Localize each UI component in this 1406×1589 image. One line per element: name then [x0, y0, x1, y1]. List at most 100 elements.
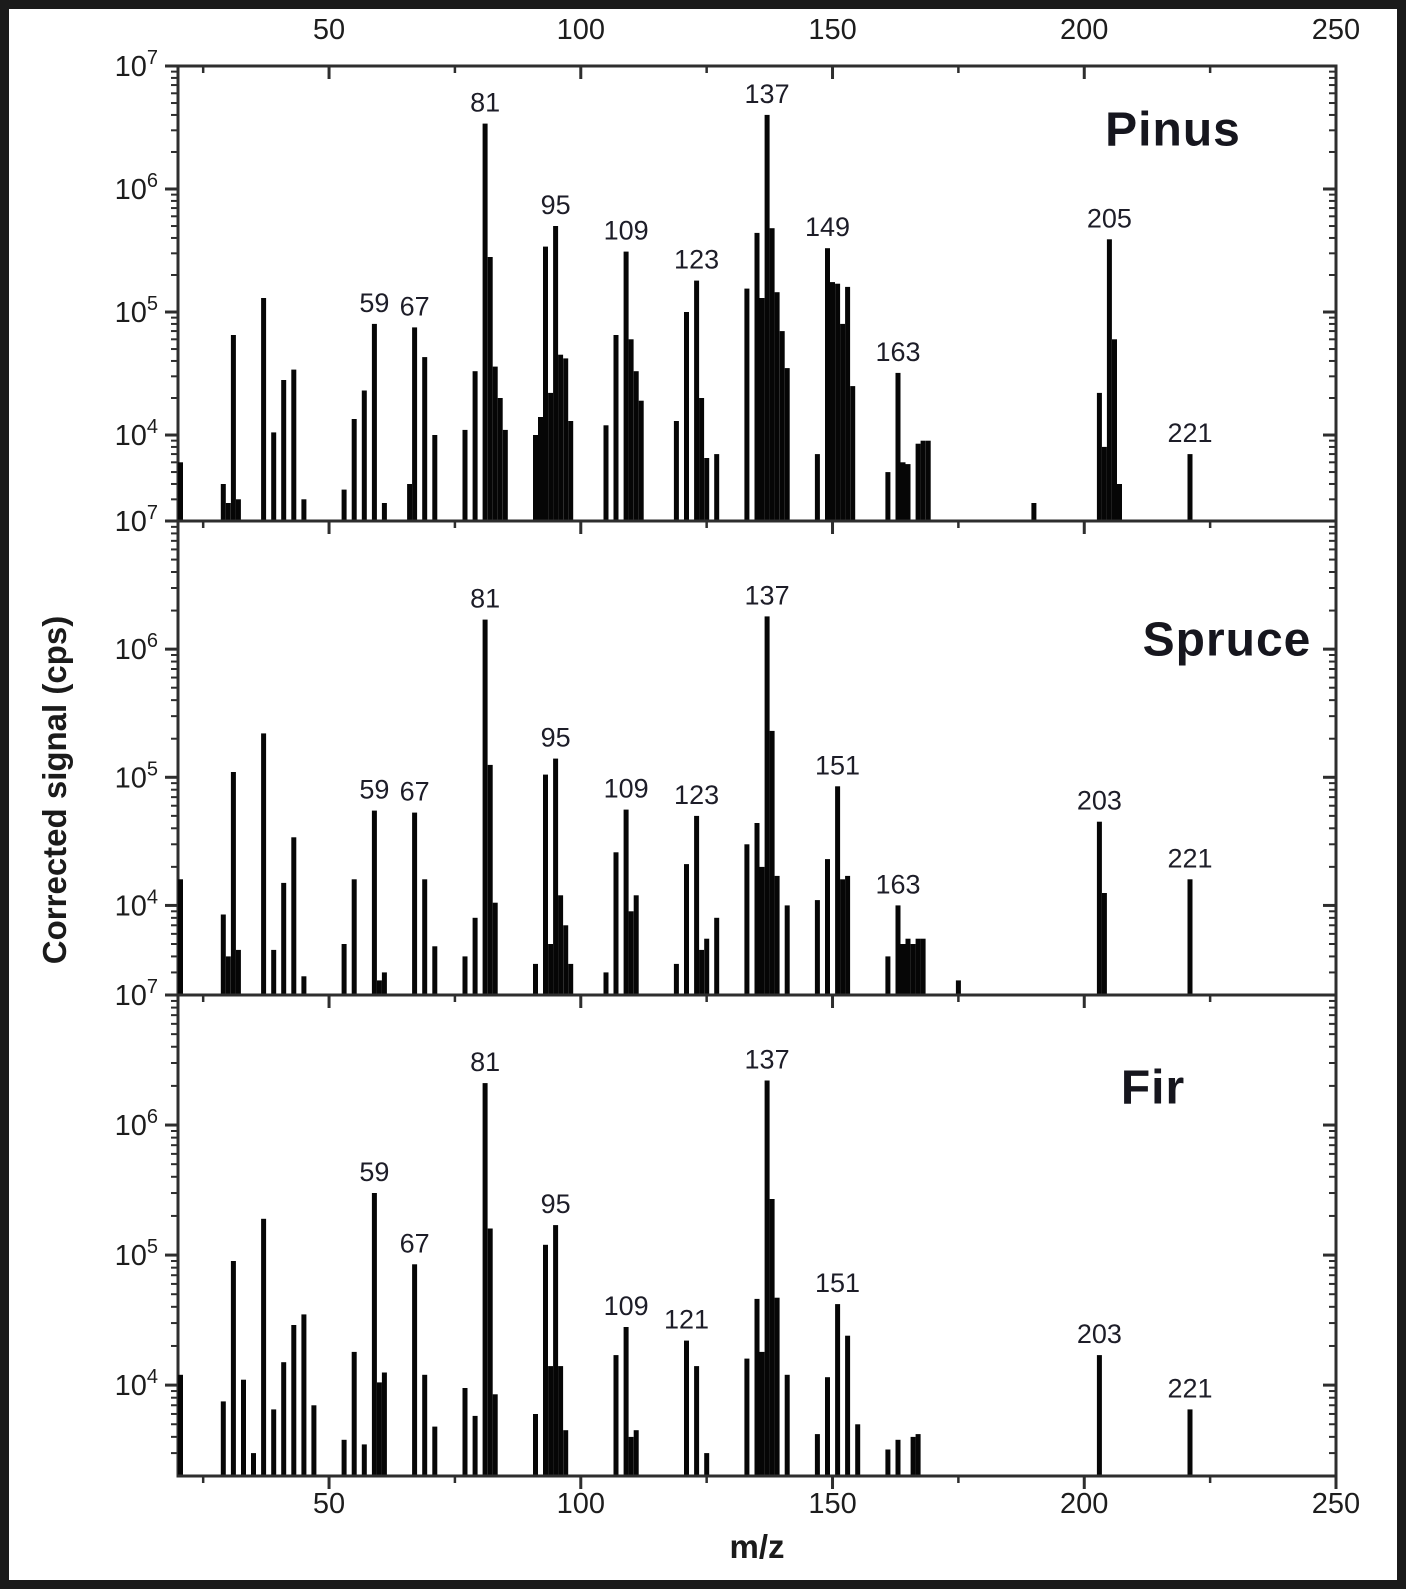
spectrum-bar	[568, 963, 574, 994]
spectrum-bar	[784, 905, 790, 994]
peak-label: 81	[470, 88, 500, 118]
peak-label: 67	[400, 291, 430, 321]
spectrum-fir: 59 67 81 95 109 121 137 151 203 221	[178, 1045, 1213, 1475]
spectrum-bar	[714, 917, 720, 994]
spectrum-bar	[825, 248, 830, 520]
spectrum-bar	[628, 1436, 634, 1475]
spectrum-bar	[623, 809, 629, 994]
spectrum-bar	[230, 1261, 236, 1475]
spectrum-bar	[432, 1426, 438, 1475]
spectrum-bar	[487, 764, 493, 994]
x-tick-label-bottom: 100	[556, 1488, 605, 1520]
spectrum-bar	[633, 895, 639, 994]
spectrum-bar	[241, 1379, 246, 1475]
spectrum-bar	[830, 282, 835, 520]
spectrum-bar	[538, 417, 543, 520]
spectrum-bar	[548, 392, 554, 520]
panel-frame	[176, 993, 1338, 1478]
y-tick-label: 107	[115, 47, 158, 83]
peak-label: 137	[745, 1045, 790, 1075]
spectrum-bar	[492, 366, 498, 520]
spectrum-bar	[714, 454, 720, 520]
spectrum-bar	[563, 358, 569, 520]
peak-label: 67	[400, 1228, 430, 1258]
spectrum-bar	[633, 1430, 639, 1475]
spectrum-bar	[825, 1377, 830, 1475]
spectrum-bar	[558, 1366, 564, 1475]
spectrum-bar	[694, 280, 700, 520]
spectrum-bar	[261, 1218, 267, 1475]
spectrum-bar	[613, 335, 619, 520]
spectrum-bar	[563, 1430, 569, 1475]
spectrum-pinus: 59 67 81 95 109 123 137 149 163 205 221	[178, 79, 1213, 520]
spectrum-bar	[774, 292, 780, 520]
spectrum-bar	[341, 944, 347, 994]
spectrum-bar	[905, 464, 911, 520]
spectrum-bar	[281, 882, 287, 994]
spectrum-bar	[422, 1374, 428, 1475]
y-axis-label: Corrected signal (cps)	[36, 615, 73, 965]
x-tick-label-top: 50	[312, 14, 346, 46]
spectrum-bar	[568, 421, 574, 520]
spectrum-bar	[694, 815, 700, 994]
spectrum-bar	[492, 1394, 498, 1475]
peak-label: 151	[815, 1268, 860, 1298]
spectrum-bar	[769, 228, 775, 520]
spectrum-bar	[261, 733, 267, 994]
spectrum-bar	[623, 251, 629, 520]
spectrum-bar	[230, 772, 236, 994]
spectrum-bar	[885, 472, 891, 520]
spectrum-bar	[487, 1228, 493, 1475]
spectrum-bar	[704, 938, 710, 994]
peak-label: 163	[875, 869, 920, 899]
spectrum-bar	[381, 972, 387, 994]
y-tick-label: 104	[115, 1366, 158, 1402]
spectrum-bar	[1187, 1409, 1193, 1475]
peak-label: 137	[745, 580, 790, 610]
x-tick-label-top: 100	[556, 14, 605, 46]
spectrum-bar	[533, 963, 538, 994]
spectrum-bar	[432, 946, 438, 994]
spectrum-bar	[230, 335, 236, 520]
spectrum-bar	[220, 1401, 226, 1475]
spectrum-bar	[900, 944, 906, 994]
spectrum-bar	[291, 837, 297, 994]
spectrum-bar	[744, 1358, 750, 1475]
spectrum-bar	[764, 1080, 770, 1475]
y-tick-label: 107	[115, 502, 158, 538]
spectrum-bar	[699, 949, 705, 994]
spectrum-bar	[1096, 392, 1102, 520]
spectrum-bar	[704, 1453, 710, 1475]
y-tick-label: 104	[115, 416, 158, 452]
spectrum-bar	[1096, 821, 1102, 994]
spectrum-bar	[1187, 454, 1193, 520]
peak-label: 95	[541, 190, 571, 220]
spectrum-bar	[492, 902, 498, 994]
spectrum-bar	[472, 917, 478, 994]
peak-label: 81	[470, 1047, 500, 1077]
spectrum-bar	[482, 1083, 488, 1475]
spectrum-bar	[178, 1374, 183, 1475]
y-tick-label: 106	[115, 170, 158, 206]
spectrum-bar	[225, 503, 231, 520]
peak-label: 123	[674, 780, 719, 810]
spectrum-bar	[905, 938, 911, 994]
spectrum-bar	[553, 758, 559, 994]
x-tick-label-bottom: 250	[1311, 1488, 1361, 1520]
spectrum-bar	[432, 435, 438, 520]
x-axis-label: m/z	[729, 1528, 785, 1565]
spectrum-bar	[361, 1444, 367, 1475]
y-tick-label: 106	[115, 1106, 158, 1142]
spectrum-bar	[955, 980, 961, 994]
spectrum-bar	[835, 283, 841, 520]
spectrum-bar	[684, 1340, 689, 1475]
spectrum-bar	[178, 879, 183, 994]
spectrum-bar	[673, 963, 679, 994]
y-tick-label: 105	[115, 1236, 158, 1272]
spectrum-bar	[638, 400, 644, 520]
spectrum-bar	[845, 1335, 851, 1475]
spectrum-bar	[920, 938, 926, 994]
spectrum-bar	[533, 1414, 538, 1475]
spectrum-bar	[563, 925, 569, 994]
